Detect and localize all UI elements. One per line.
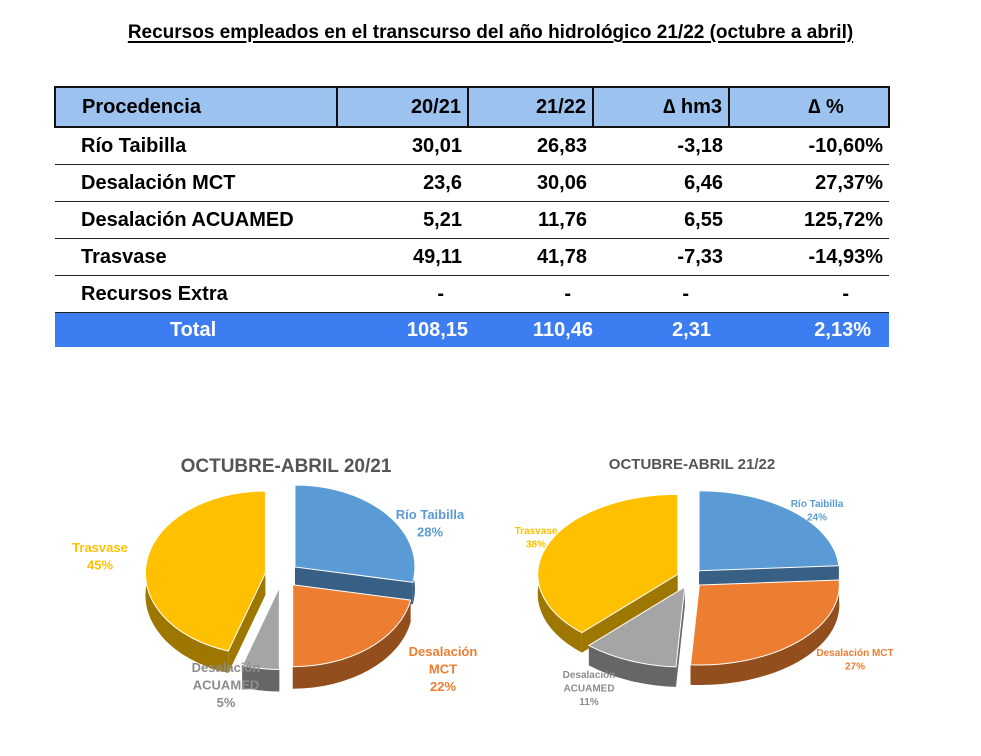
- cell-2122: 41,78: [468, 238, 593, 276]
- pie-slice: [587, 586, 686, 668]
- header-delta-hm3: ∆ hm3: [592, 86, 730, 128]
- pie-slice-side: [294, 566, 413, 605]
- table-header-row: Procedencia 20/21 21/22 ∆ hm3 ∆ %: [54, 86, 890, 128]
- cell-2122: 11,76: [468, 201, 593, 239]
- cell-delta-hm3: -: [593, 275, 729, 313]
- row-name: Recursos Extra: [55, 275, 337, 313]
- cell-delta-pct: 27,37%: [729, 164, 889, 202]
- table-row: Desalación ACUAMED 5,21 11,76 6,55 125,7…: [55, 201, 889, 239]
- pie-slice-percent: 27%: [845, 662, 865, 673]
- pie-slice-name: Desalación: [192, 660, 261, 675]
- resources-table: Procedencia 20/21 21/22 ∆ hm3 ∆ % Río Ta…: [54, 86, 890, 347]
- pie-slice-percent: 5%: [217, 695, 236, 710]
- total-2122: 110,46: [468, 312, 593, 347]
- pie-slice-percent: 45%: [87, 558, 113, 573]
- table-row: Trasvase 49,11 41,78 -7,33 -14,93%: [55, 238, 889, 276]
- cell-delta-hm3: 6,55: [593, 201, 729, 239]
- table-row: Recursos Extra - - - -: [55, 275, 889, 313]
- pie-slice-name: Río Taibilla: [396, 507, 465, 522]
- total-delta-hm3: 2,31: [593, 312, 729, 347]
- cell-delta-hm3: 6,46: [593, 164, 729, 202]
- pie-slice-label: Trasvase 45%: [72, 540, 128, 573]
- pie-slice-name: ACUAMED: [193, 678, 259, 693]
- page-title-text: Recursos empleados en el transcurso del …: [127, 22, 854, 43]
- total-delta-pct: 2,13%: [729, 312, 889, 347]
- pie-slice-name: Río Taibilla: [791, 499, 844, 510]
- cell-2021: 30,01: [337, 127, 468, 165]
- pie-slice-side: [675, 587, 685, 687]
- pie-slice-side: [242, 665, 280, 692]
- pie-slice: [144, 490, 266, 652]
- cell-delta-pct: -: [729, 275, 889, 313]
- pie-title: OCTUBRE-ABRIL 21/22: [609, 456, 775, 473]
- cell-2122: 30,06: [468, 164, 593, 202]
- row-name: Río Taibilla: [55, 127, 337, 165]
- pie-charts: OCTUBRE-ABRIL 20/21 Río Taibilla 28% Desala…: [72, 456, 894, 710]
- pie-slice-name: Desalación MCT: [816, 648, 893, 659]
- pie-chart-2: OCTUBRE-ABRIL 21/22 Río Taibilla 24% Desala…: [515, 456, 894, 708]
- pie-slice-label: Río Taibilla 24%: [791, 499, 844, 524]
- pie-slice-name: Desalación: [409, 644, 478, 659]
- pie-slice-side: [581, 574, 678, 653]
- cell-2122: 26,83: [468, 127, 593, 165]
- pie-slice: [294, 484, 416, 583]
- cell-2021: 5,21: [337, 201, 468, 239]
- pie-slice-name: Trasvase: [515, 526, 558, 537]
- cell-2021: -: [337, 275, 468, 313]
- pie-slice-label: Desalación MCT 27%: [816, 648, 893, 673]
- row-name: Trasvase: [55, 238, 337, 276]
- pie-slice-label: Trasvase 38%: [515, 526, 558, 551]
- cell-2122: -: [468, 275, 593, 313]
- table-row: Desalación MCT 23,6 30,06 6,46 27,37%: [55, 164, 889, 202]
- pie-slice-percent: 28%: [417, 525, 443, 540]
- cell-delta-pct: -14,93%: [729, 238, 889, 276]
- pie-slice-name: Trasvase: [72, 540, 128, 555]
- pie-slice-side: [292, 600, 411, 689]
- header-delta-pct: ∆ %: [728, 86, 890, 128]
- total-row: Total 108,15 110,46 2,31 2,13%: [55, 312, 889, 347]
- pie-slice-side: [228, 573, 266, 674]
- pie-slice-name: Desalación: [563, 670, 616, 681]
- pie-chart-1: OCTUBRE-ABRIL 20/21 Río Taibilla 28% Desala…: [72, 456, 477, 710]
- pie-slice-percent: 38%: [526, 540, 546, 551]
- cell-2021: 49,11: [337, 238, 468, 276]
- total-2021: 108,15: [337, 312, 468, 347]
- pie-slice-percent: 11%: [579, 697, 599, 708]
- header-procedencia: Procedencia: [54, 86, 338, 128]
- pie-slice-label: Desalación ACUAMED 5%: [192, 660, 261, 710]
- pie-title: OCTUBRE-ABRIL 20/21: [181, 456, 392, 477]
- pie-slice-percent: 22%: [430, 679, 456, 694]
- pie-slice-label: Desalación MCT 22%: [409, 644, 478, 694]
- header-2021: 20/21: [336, 86, 469, 128]
- cell-delta-hm3: -7,33: [593, 238, 729, 276]
- cell-delta-hm3: -3,18: [593, 127, 729, 165]
- pie-slice: [537, 493, 679, 634]
- pie-slice: [689, 579, 840, 666]
- pie-slice-label: Río Taibilla 28%: [396, 507, 465, 540]
- row-name: Desalación ACUAMED: [55, 201, 337, 239]
- cell-2021: 23,6: [337, 164, 468, 202]
- pie-slice: [241, 587, 280, 670]
- pie-slice-side: [690, 579, 840, 686]
- pie-slice-name: ACUAMED: [563, 684, 614, 695]
- pie-slice: [292, 584, 412, 668]
- pie-slice-label: Desalación ACUAMED 11%: [563, 670, 616, 708]
- row-name: Desalación MCT: [55, 164, 337, 202]
- table-row: Río Taibilla 30,01 26,83 -3,18 -10,60%: [55, 127, 889, 165]
- pie-slice-name: MCT: [429, 662, 457, 677]
- header-2122: 21/22: [467, 86, 594, 128]
- pie-slice: [698, 490, 840, 572]
- pie-slice-percent: 24%: [807, 513, 827, 524]
- cell-delta-pct: 125,72%: [729, 201, 889, 239]
- pie-slice-side: [588, 645, 676, 687]
- page-title: Recursos empleados en el transcurso del …: [0, 22, 981, 44]
- total-label: Total: [55, 312, 337, 347]
- cell-delta-pct: -10,60%: [729, 127, 889, 165]
